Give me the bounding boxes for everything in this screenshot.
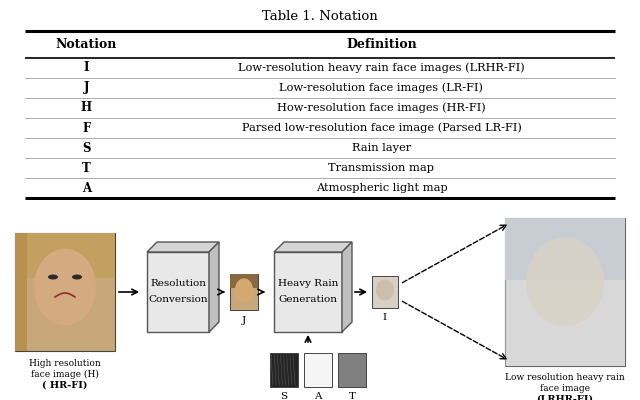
Text: J: J — [84, 82, 90, 94]
Polygon shape — [270, 353, 298, 387]
Polygon shape — [147, 252, 209, 332]
Text: (LRHR-FI): (LRHR-FI) — [536, 395, 593, 400]
Ellipse shape — [526, 238, 604, 326]
Polygon shape — [342, 242, 352, 332]
Polygon shape — [15, 233, 27, 351]
Polygon shape — [372, 276, 398, 308]
Text: face image: face image — [540, 384, 590, 393]
Text: Resolution: Resolution — [150, 280, 206, 288]
Ellipse shape — [235, 278, 253, 302]
Polygon shape — [304, 353, 332, 387]
Text: Table 1. Notation: Table 1. Notation — [262, 10, 378, 23]
Text: Low-resolution face images (LR-FI): Low-resolution face images (LR-FI) — [280, 83, 483, 93]
Text: Low resolution heavy rain: Low resolution heavy rain — [505, 373, 625, 382]
Text: face image (H): face image (H) — [31, 370, 99, 379]
Text: I: I — [84, 62, 89, 74]
Text: Conversion: Conversion — [148, 296, 208, 304]
Ellipse shape — [376, 280, 394, 300]
Polygon shape — [230, 274, 258, 310]
Ellipse shape — [48, 274, 58, 280]
Text: H: H — [81, 102, 92, 114]
Ellipse shape — [72, 274, 82, 280]
Polygon shape — [15, 233, 115, 278]
Text: I: I — [383, 313, 387, 322]
Text: Rain layer: Rain layer — [352, 143, 411, 153]
Text: F: F — [83, 122, 91, 134]
Text: Low-resolution heavy rain face images (LRHR-FI): Low-resolution heavy rain face images (L… — [238, 63, 525, 73]
Text: Generation: Generation — [278, 296, 337, 304]
Text: Definition: Definition — [346, 38, 417, 51]
Text: Notation: Notation — [56, 38, 117, 51]
Text: T: T — [82, 162, 91, 174]
Text: S: S — [83, 142, 91, 154]
Text: ( HR-FI): ( HR-FI) — [42, 381, 88, 390]
Polygon shape — [274, 242, 352, 252]
Polygon shape — [209, 242, 219, 332]
Polygon shape — [505, 218, 625, 366]
Text: Heavy Rain: Heavy Rain — [278, 280, 338, 288]
Text: Parsed low-resolution face image (Parsed LR-FI): Parsed low-resolution face image (Parsed… — [241, 123, 522, 133]
Polygon shape — [147, 242, 219, 252]
Text: T: T — [349, 392, 355, 400]
Text: How-resolution face images (HR-FI): How-resolution face images (HR-FI) — [277, 103, 486, 113]
Text: Atmospheric light map: Atmospheric light map — [316, 183, 447, 193]
Polygon shape — [15, 233, 115, 351]
Text: A: A — [82, 182, 91, 194]
Text: A: A — [314, 392, 322, 400]
Text: J: J — [242, 316, 246, 325]
Polygon shape — [338, 353, 366, 387]
Polygon shape — [230, 274, 258, 288]
Polygon shape — [505, 218, 625, 366]
Ellipse shape — [34, 249, 96, 325]
Polygon shape — [505, 218, 625, 280]
Text: S: S — [280, 392, 287, 400]
Text: High resolution: High resolution — [29, 359, 101, 368]
Polygon shape — [274, 252, 342, 332]
Text: Transmission map: Transmission map — [328, 163, 435, 173]
